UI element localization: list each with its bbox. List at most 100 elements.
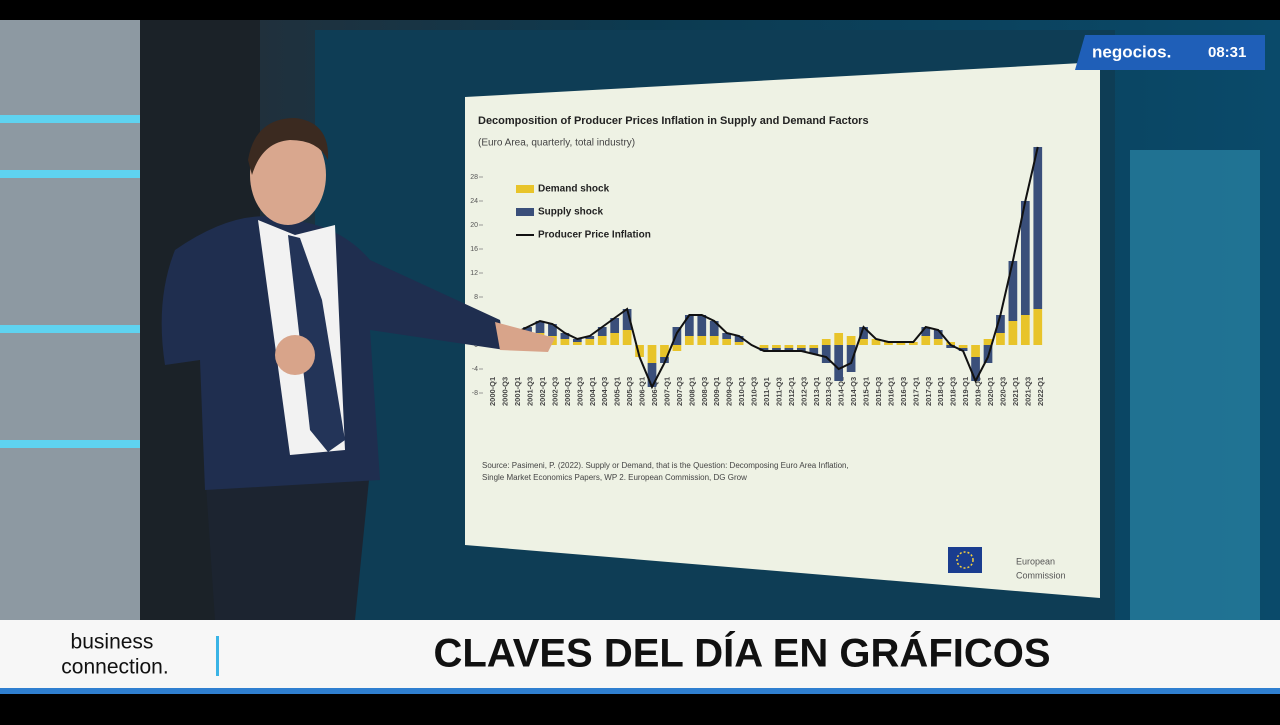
y-tick-label: 20 bbox=[470, 222, 478, 229]
bar bbox=[846, 345, 856, 372]
bar bbox=[672, 327, 682, 345]
bar bbox=[784, 348, 794, 351]
x-tick-label: 2018-Q1 bbox=[936, 377, 945, 406]
bar bbox=[635, 345, 644, 357]
bar bbox=[1033, 147, 1043, 309]
bar bbox=[734, 336, 744, 342]
bar bbox=[983, 339, 993, 345]
x-tick-label: 2016-Q1 bbox=[886, 377, 895, 406]
x-tick-label: 2021-Q1 bbox=[1011, 377, 1020, 406]
y-tick-label: 12 bbox=[470, 270, 478, 277]
bar bbox=[759, 345, 769, 348]
bar bbox=[1020, 201, 1030, 315]
x-tick-label: 2006-Q3 bbox=[650, 377, 659, 406]
x-tick-label: 2012-Q1 bbox=[787, 377, 796, 406]
bar bbox=[871, 339, 881, 345]
light-strip bbox=[0, 440, 190, 448]
x-tick-label: 2011-Q1 bbox=[762, 377, 771, 406]
x-tick-label: 2000-Q3 bbox=[501, 377, 510, 406]
x-tick-label: 2018-Q3 bbox=[949, 377, 958, 406]
channel-badge bbox=[1075, 35, 1265, 70]
bar bbox=[647, 363, 657, 387]
legend-label: Supply shock bbox=[538, 207, 603, 218]
bar bbox=[722, 333, 732, 339]
x-tick-label: 2008-Q3 bbox=[700, 377, 709, 406]
x-tick-label: 2002-Q3 bbox=[550, 377, 559, 406]
legend-swatch bbox=[516, 185, 534, 193]
channel-name: negocios. bbox=[1092, 42, 1171, 61]
x-tick-label: 2020-Q1 bbox=[986, 377, 995, 406]
eu-stars bbox=[956, 551, 974, 569]
x-tick-label: 2002-Q1 bbox=[538, 377, 547, 406]
x-tick-label: 2005-Q3 bbox=[625, 377, 634, 406]
x-tick-label: 2019-Q1 bbox=[961, 377, 970, 406]
bar bbox=[610, 333, 620, 345]
x-tick-label: 2004-Q1 bbox=[588, 377, 597, 406]
bar bbox=[597, 336, 607, 345]
bar bbox=[908, 342, 918, 345]
presenter bbox=[161, 118, 555, 620]
x-tick-label: 2003-Q3 bbox=[575, 377, 584, 406]
x-tick-label: 2006-Q1 bbox=[638, 377, 647, 406]
x-tick-label: 2007-Q3 bbox=[675, 377, 684, 406]
bar bbox=[971, 345, 980, 357]
lower-third-line bbox=[0, 688, 1280, 694]
chart: Decomposition of Producer Prices Inflati… bbox=[470, 115, 1065, 580]
bar bbox=[821, 345, 831, 363]
program-name: business bbox=[71, 631, 154, 654]
bar bbox=[809, 345, 819, 348]
x-tick-label: 2013-Q1 bbox=[812, 377, 821, 406]
x-tick-label: 2003-Q1 bbox=[563, 377, 572, 406]
x-tick-label: 2022-Q1 bbox=[1036, 377, 1045, 406]
bar bbox=[821, 339, 831, 345]
y-tick-label: -4 bbox=[472, 366, 478, 373]
x-tick-label: 2011-Q3 bbox=[774, 377, 783, 406]
source: Source: Pasimeni, P. (2022). Supply or D… bbox=[482, 461, 849, 470]
x-tick-label: 2001-Q1 bbox=[513, 377, 522, 406]
source: Single Market Economics Papers, WP 2. Eu… bbox=[482, 473, 747, 482]
bar bbox=[996, 315, 1005, 333]
bar bbox=[958, 345, 968, 348]
logo-text: Commission bbox=[1016, 570, 1066, 580]
line bbox=[489, 146, 1039, 390]
bar bbox=[784, 345, 794, 348]
bar bbox=[560, 333, 570, 339]
y-tick-label: -8 bbox=[472, 390, 478, 397]
bar bbox=[734, 342, 744, 345]
legend-label: Producer Price Inflation bbox=[538, 230, 651, 241]
bar bbox=[697, 336, 707, 345]
x-tick-label: 2021-Q3 bbox=[1023, 377, 1032, 406]
bar bbox=[759, 348, 769, 351]
bar bbox=[660, 357, 669, 363]
bar bbox=[647, 345, 657, 363]
bar bbox=[660, 345, 669, 357]
bar bbox=[572, 342, 582, 345]
x-tick-label: 2019-Q3 bbox=[974, 377, 983, 406]
bar bbox=[535, 321, 545, 333]
light-strip bbox=[0, 170, 190, 178]
legend-label: Demand shock bbox=[538, 184, 610, 195]
bar bbox=[946, 345, 956, 348]
bar bbox=[809, 348, 819, 354]
x-tick-label: 2013-Q3 bbox=[824, 377, 833, 406]
bar bbox=[971, 357, 980, 381]
x-tick-label: 2008-Q1 bbox=[687, 377, 696, 406]
x-tick-label: 2017-Q1 bbox=[911, 377, 920, 406]
x-tick-label: 2012-Q3 bbox=[799, 377, 808, 406]
light-strip bbox=[0, 325, 190, 333]
bar bbox=[921, 336, 931, 345]
bar bbox=[859, 327, 868, 339]
bar bbox=[585, 339, 595, 345]
eu-flag bbox=[948, 547, 982, 573]
x-tick-label: 2007-Q1 bbox=[662, 377, 671, 406]
bar bbox=[772, 345, 781, 348]
x-tick-label: 2014-Q1 bbox=[837, 377, 846, 406]
bar bbox=[933, 339, 943, 345]
bar bbox=[610, 318, 620, 333]
lower-third bbox=[0, 620, 1280, 690]
chart-title: Decomposition of Producer Prices Inflati… bbox=[478, 115, 869, 127]
bar bbox=[996, 333, 1005, 345]
logo-text: European bbox=[1016, 556, 1055, 566]
bar bbox=[896, 342, 906, 345]
